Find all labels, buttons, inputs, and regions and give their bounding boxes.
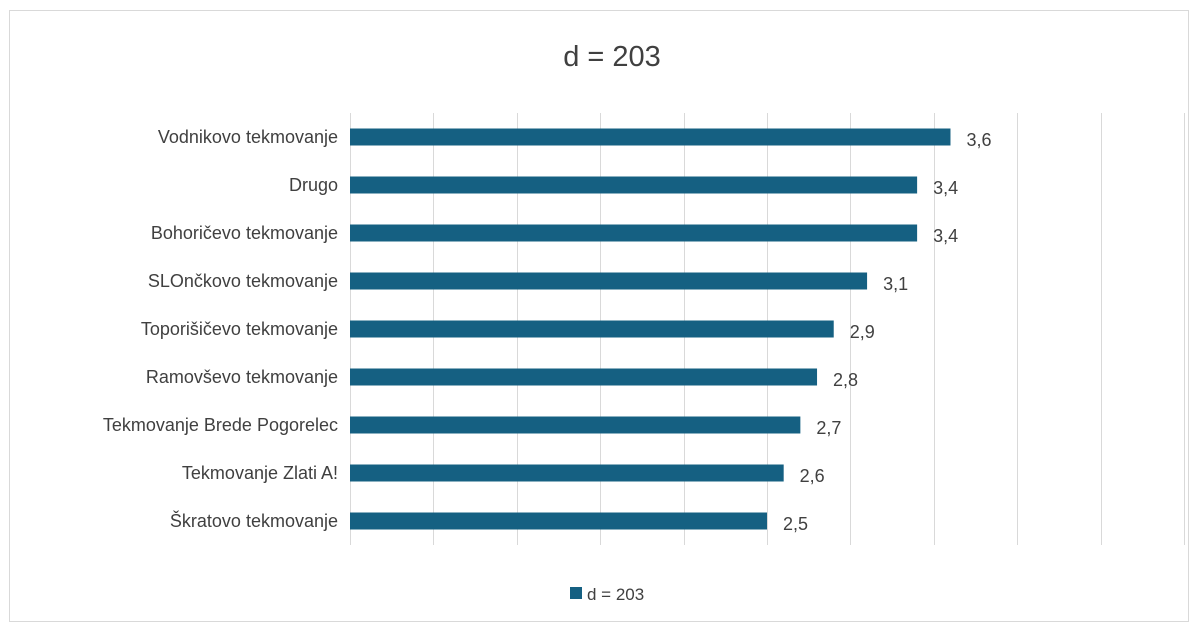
legend-swatch: [570, 587, 582, 599]
bar: [350, 368, 818, 386]
bar: [350, 176, 918, 194]
bars: [350, 128, 951, 530]
value-label: 3,4: [933, 226, 958, 246]
chart-title: d = 203: [563, 41, 661, 73]
value-label: 3,6: [966, 130, 991, 150]
bar: [350, 320, 834, 338]
category-label: Bohoričevo tekmovanje: [151, 223, 338, 243]
value-label: 2,7: [816, 418, 841, 438]
bar: [350, 272, 868, 290]
value-label: 3,1: [883, 274, 908, 294]
category-label: Tekmovanje Brede Pogorelec: [103, 415, 338, 435]
bar: [350, 128, 951, 146]
category-label: Ramovševo tekmovanje: [146, 367, 338, 387]
category-label: Drugo: [289, 175, 338, 195]
bar: [350, 512, 767, 530]
legend: d = 203: [570, 585, 644, 604]
value-label: 3,4: [933, 178, 958, 198]
value-label: 2,8: [833, 370, 858, 390]
category-label: Vodnikovo tekmovanje: [158, 127, 338, 147]
category-label: Toporišičevo tekmovanje: [141, 319, 338, 339]
category-label: SLOnčkovo tekmovanje: [148, 271, 338, 291]
category-label: Škratovo tekmovanje: [170, 510, 338, 531]
value-labels: 3,6 3,4 3,4 3,1 2,9 2,8 2,7 2,6 2,5: [783, 130, 992, 534]
category-label: Tekmovanje Zlati A!: [182, 463, 338, 483]
bar: [350, 464, 784, 482]
category-labels: Vodnikovo tekmovanje Drugo Bohoričevo tekm…: [103, 127, 338, 531]
value-label: 2,5: [783, 514, 808, 534]
value-label: 2,6: [800, 466, 825, 486]
bar: [350, 416, 801, 434]
legend-label: d = 203: [587, 585, 644, 604]
value-label: 2,9: [850, 322, 875, 342]
bar: [350, 224, 918, 242]
